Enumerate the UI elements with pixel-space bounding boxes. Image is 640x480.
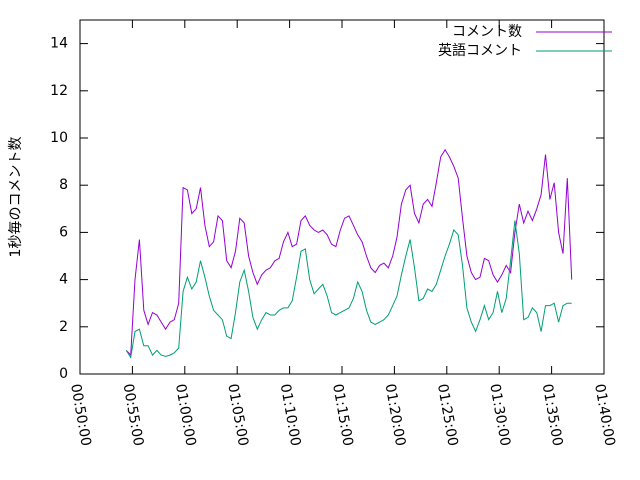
x-tick-label: 01:20:00: [382, 383, 409, 448]
y-axis-label: 1秒毎のコメント数: [8, 137, 24, 258]
y-tick-label: 8: [59, 177, 68, 193]
x-tick-label: 01:15:00: [329, 383, 356, 448]
y-tick-label: 4: [59, 272, 68, 288]
x-tick-label: 01:40:00: [591, 383, 618, 448]
y-tick-label: 2: [59, 319, 68, 335]
series-line: [125, 148, 573, 357]
plot-frame: [79, 19, 605, 375]
x-tick-label: 00:50:00: [67, 383, 94, 448]
y-tick-label: 0: [59, 366, 68, 382]
x-tick-label: 01:25:00: [434, 383, 461, 448]
x-tick-label: 01:00:00: [172, 383, 199, 448]
x-tick-label: 01:30:00: [486, 383, 513, 448]
x-tick-label: 01:10:00: [277, 383, 304, 448]
legend-label: 英語コメント: [438, 42, 522, 59]
x-tick-label: 00:55:00: [120, 383, 147, 448]
y-tick-label: 6: [59, 224, 68, 240]
y-tick-label: 12: [50, 83, 68, 99]
legend-label: コメント数: [452, 24, 522, 40]
series-line: [125, 220, 572, 359]
x-tick-label: 01:05:00: [224, 383, 251, 448]
x-tick-label: 01:35:00: [539, 383, 566, 448]
y-tick-label: 10: [50, 130, 68, 146]
y-tick-label: 14: [50, 36, 68, 52]
